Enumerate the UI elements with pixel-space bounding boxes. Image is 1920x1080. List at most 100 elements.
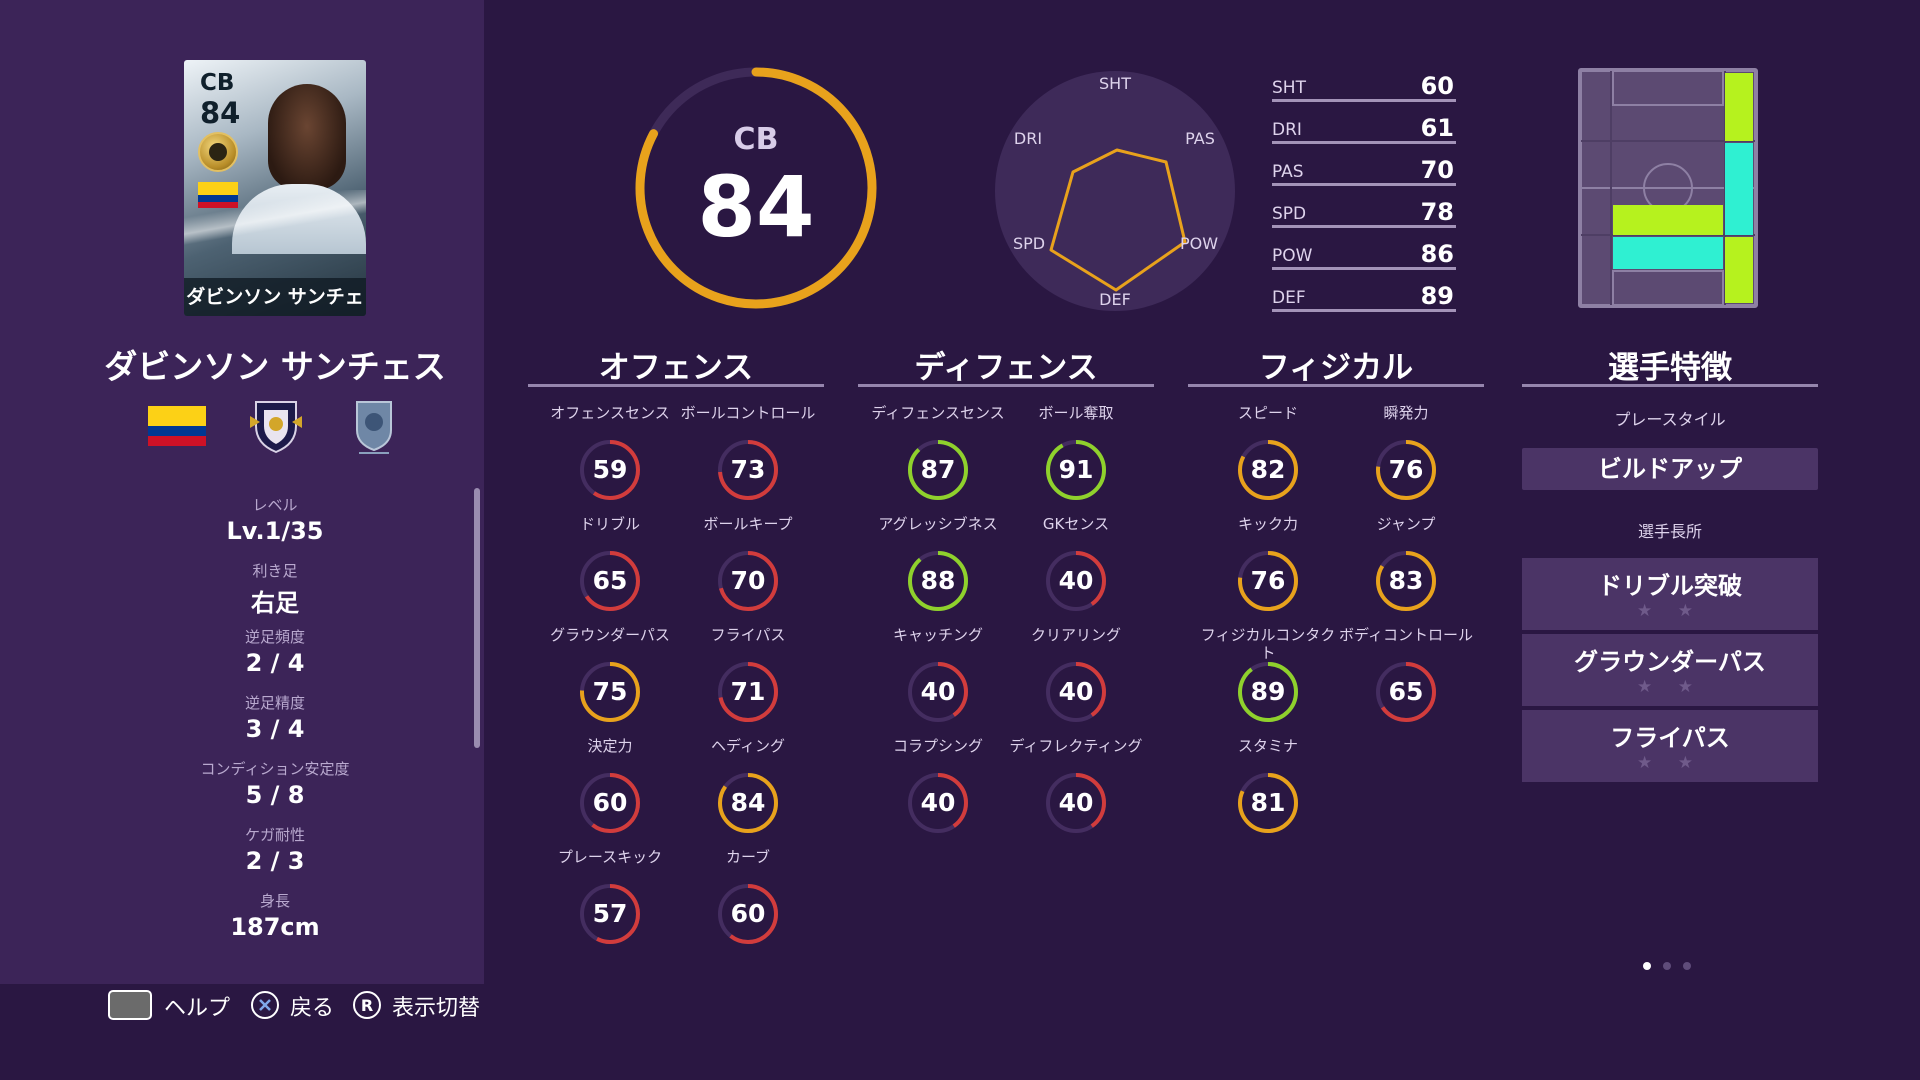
info-label: 逆足頻度 <box>244 628 305 646</box>
stat-ring <box>1238 773 1298 833</box>
stat-ring-arc <box>580 440 640 500</box>
affiliation-badges <box>0 396 550 460</box>
section-title-physical: フィジカル <box>1258 350 1414 386</box>
stat-value: 40 <box>1058 677 1094 706</box>
stat-label: スピード <box>1237 404 1298 422</box>
stat-value: 84 <box>730 788 766 817</box>
toggle-view-label[interactable]: 表示切替 <box>392 996 481 1021</box>
stat-value: 91 <box>1058 455 1094 484</box>
stat-value: 75 <box>592 677 628 706</box>
skill-card[interactable]: フライパス ★ ★ <box>1522 710 1818 782</box>
summary-key: POW <box>1272 246 1313 266</box>
skill-card[interactable]: ドリブル突破 ★ ★ <box>1522 558 1818 630</box>
summary-row: POW 86 <box>1272 230 1456 270</box>
section-underline <box>858 384 1154 387</box>
stat-value: 65 <box>592 566 628 595</box>
info-weak-foot-accuracy: 逆足精度 3 / 4 <box>0 692 550 743</box>
overall-rating-ring <box>635 67 877 309</box>
touchpad-button-icon[interactable] <box>108 990 152 1020</box>
stat-value: 60 <box>730 899 766 928</box>
league-logo-icon <box>356 401 392 454</box>
stat-label: グラウンダーパス <box>550 626 670 644</box>
stat-ring <box>908 551 968 611</box>
stat-ring-arc <box>1046 440 1106 500</box>
stat-value: 59 <box>592 455 628 484</box>
summary-key: DRI <box>1272 120 1302 140</box>
stat-item: 決定力 60 <box>540 737 680 847</box>
stat-label: 瞬発力 <box>1383 404 1429 422</box>
page-dot[interactable] <box>1663 962 1671 970</box>
playstyle-label: プレースタイル <box>1614 410 1726 429</box>
page-dot[interactable] <box>1683 962 1691 970</box>
radar-label-pow: POW <box>1180 234 1218 253</box>
section-underline <box>528 384 824 387</box>
stat-ring <box>908 662 968 722</box>
info-value: 187cm <box>230 913 320 941</box>
section-underline <box>1188 384 1484 387</box>
stat-label: オフェンスセンス <box>550 404 670 422</box>
summary-underline <box>1272 141 1456 144</box>
r-button-icon[interactable]: R <box>352 990 382 1020</box>
summary-underline <box>1272 225 1456 228</box>
stat-ring-arc <box>1046 551 1106 611</box>
cross-button-icon[interactable] <box>250 990 280 1020</box>
summary-value: 86 <box>1420 240 1454 268</box>
skill-name: フライパス <box>1610 724 1730 752</box>
pitch-zone-right-mid <box>1725 143 1753 235</box>
page-dot-active[interactable] <box>1643 962 1651 970</box>
player-photo <box>268 84 346 190</box>
help-label[interactable]: ヘルプ <box>164 996 231 1021</box>
skill-name: グラウンダーパス <box>1574 648 1766 676</box>
section-underline <box>1522 384 1818 387</box>
stat-ring-arc <box>718 773 778 833</box>
stat-label: カーブ <box>725 848 771 866</box>
stat-value: 76 <box>1250 566 1286 595</box>
player-card[interactable]: CB 84 ダビンソン サンチェス <box>184 60 366 316</box>
player-info-panel: CB 84 ダビンソン サンチェス ダビンソン サンチェス レベル Lv.1/3… <box>0 0 484 984</box>
stat-ring <box>580 773 640 833</box>
stat-value: 81 <box>1250 788 1286 817</box>
card-name: ダビンソン サンチェス <box>184 278 366 316</box>
radar-background <box>995 71 1235 311</box>
info-level: レベル Lv.1/35 <box>0 494 550 545</box>
summary-row: SHT 60 <box>1272 62 1456 102</box>
stat-label: ボールコントロール <box>680 404 816 422</box>
info-value: Lv.1/35 <box>226 517 324 545</box>
stat-label: プレースキック <box>557 848 663 866</box>
info-value: 右足 <box>251 589 299 617</box>
summary-underline <box>1272 309 1456 312</box>
playstyle-box[interactable]: ビルドアップ <box>1522 448 1818 490</box>
stat-item: ボールキープ 70 <box>678 515 818 625</box>
section-title-traits: 選手特徴 <box>1608 350 1732 386</box>
stat-label: ドリブル <box>579 515 640 533</box>
stat-ring-arc <box>718 662 778 722</box>
summary-value: 70 <box>1420 156 1454 184</box>
stat-ring <box>718 662 778 722</box>
summary-row: SPD 78 <box>1272 188 1456 228</box>
summary-row: DEF 89 <box>1272 272 1456 312</box>
stat-label: フライパス <box>710 626 786 644</box>
stat-ring <box>580 551 640 611</box>
stat-label: ディフェンスセンス <box>871 404 1005 422</box>
stat-ring <box>1238 662 1298 722</box>
summary-underline <box>1272 183 1456 186</box>
stat-label: ボール奪取 <box>1038 404 1114 422</box>
stat-label: ボールキープ <box>703 515 793 533</box>
summary-key: DEF <box>1272 288 1306 308</box>
skill-card[interactable]: グラウンダーパス ★ ★ <box>1522 634 1818 706</box>
stat-item: ディフェンスセンス 87 <box>868 404 1008 514</box>
stat-label: フィジカルコンタクト <box>1200 626 1336 662</box>
stat-label: GKセンス <box>1042 515 1110 533</box>
stat-ring <box>1376 662 1436 722</box>
stat-value: 88 <box>920 566 956 595</box>
info-scrollbar[interactable] <box>474 488 480 748</box>
back-label[interactable]: 戻る <box>290 996 335 1021</box>
summary-key: SHT <box>1272 78 1306 98</box>
info-value: 3 / 4 <box>245 715 305 743</box>
stat-ring <box>1238 440 1298 500</box>
radar-shape <box>1049 148 1187 292</box>
info-weak-foot-usage: 逆足頻度 2 / 4 <box>0 626 550 677</box>
stat-ring-arc <box>908 440 968 500</box>
info-injury-resistance: ケガ耐性 2 / 3 <box>0 824 550 875</box>
stat-item: スピード 82 <box>1198 404 1338 514</box>
